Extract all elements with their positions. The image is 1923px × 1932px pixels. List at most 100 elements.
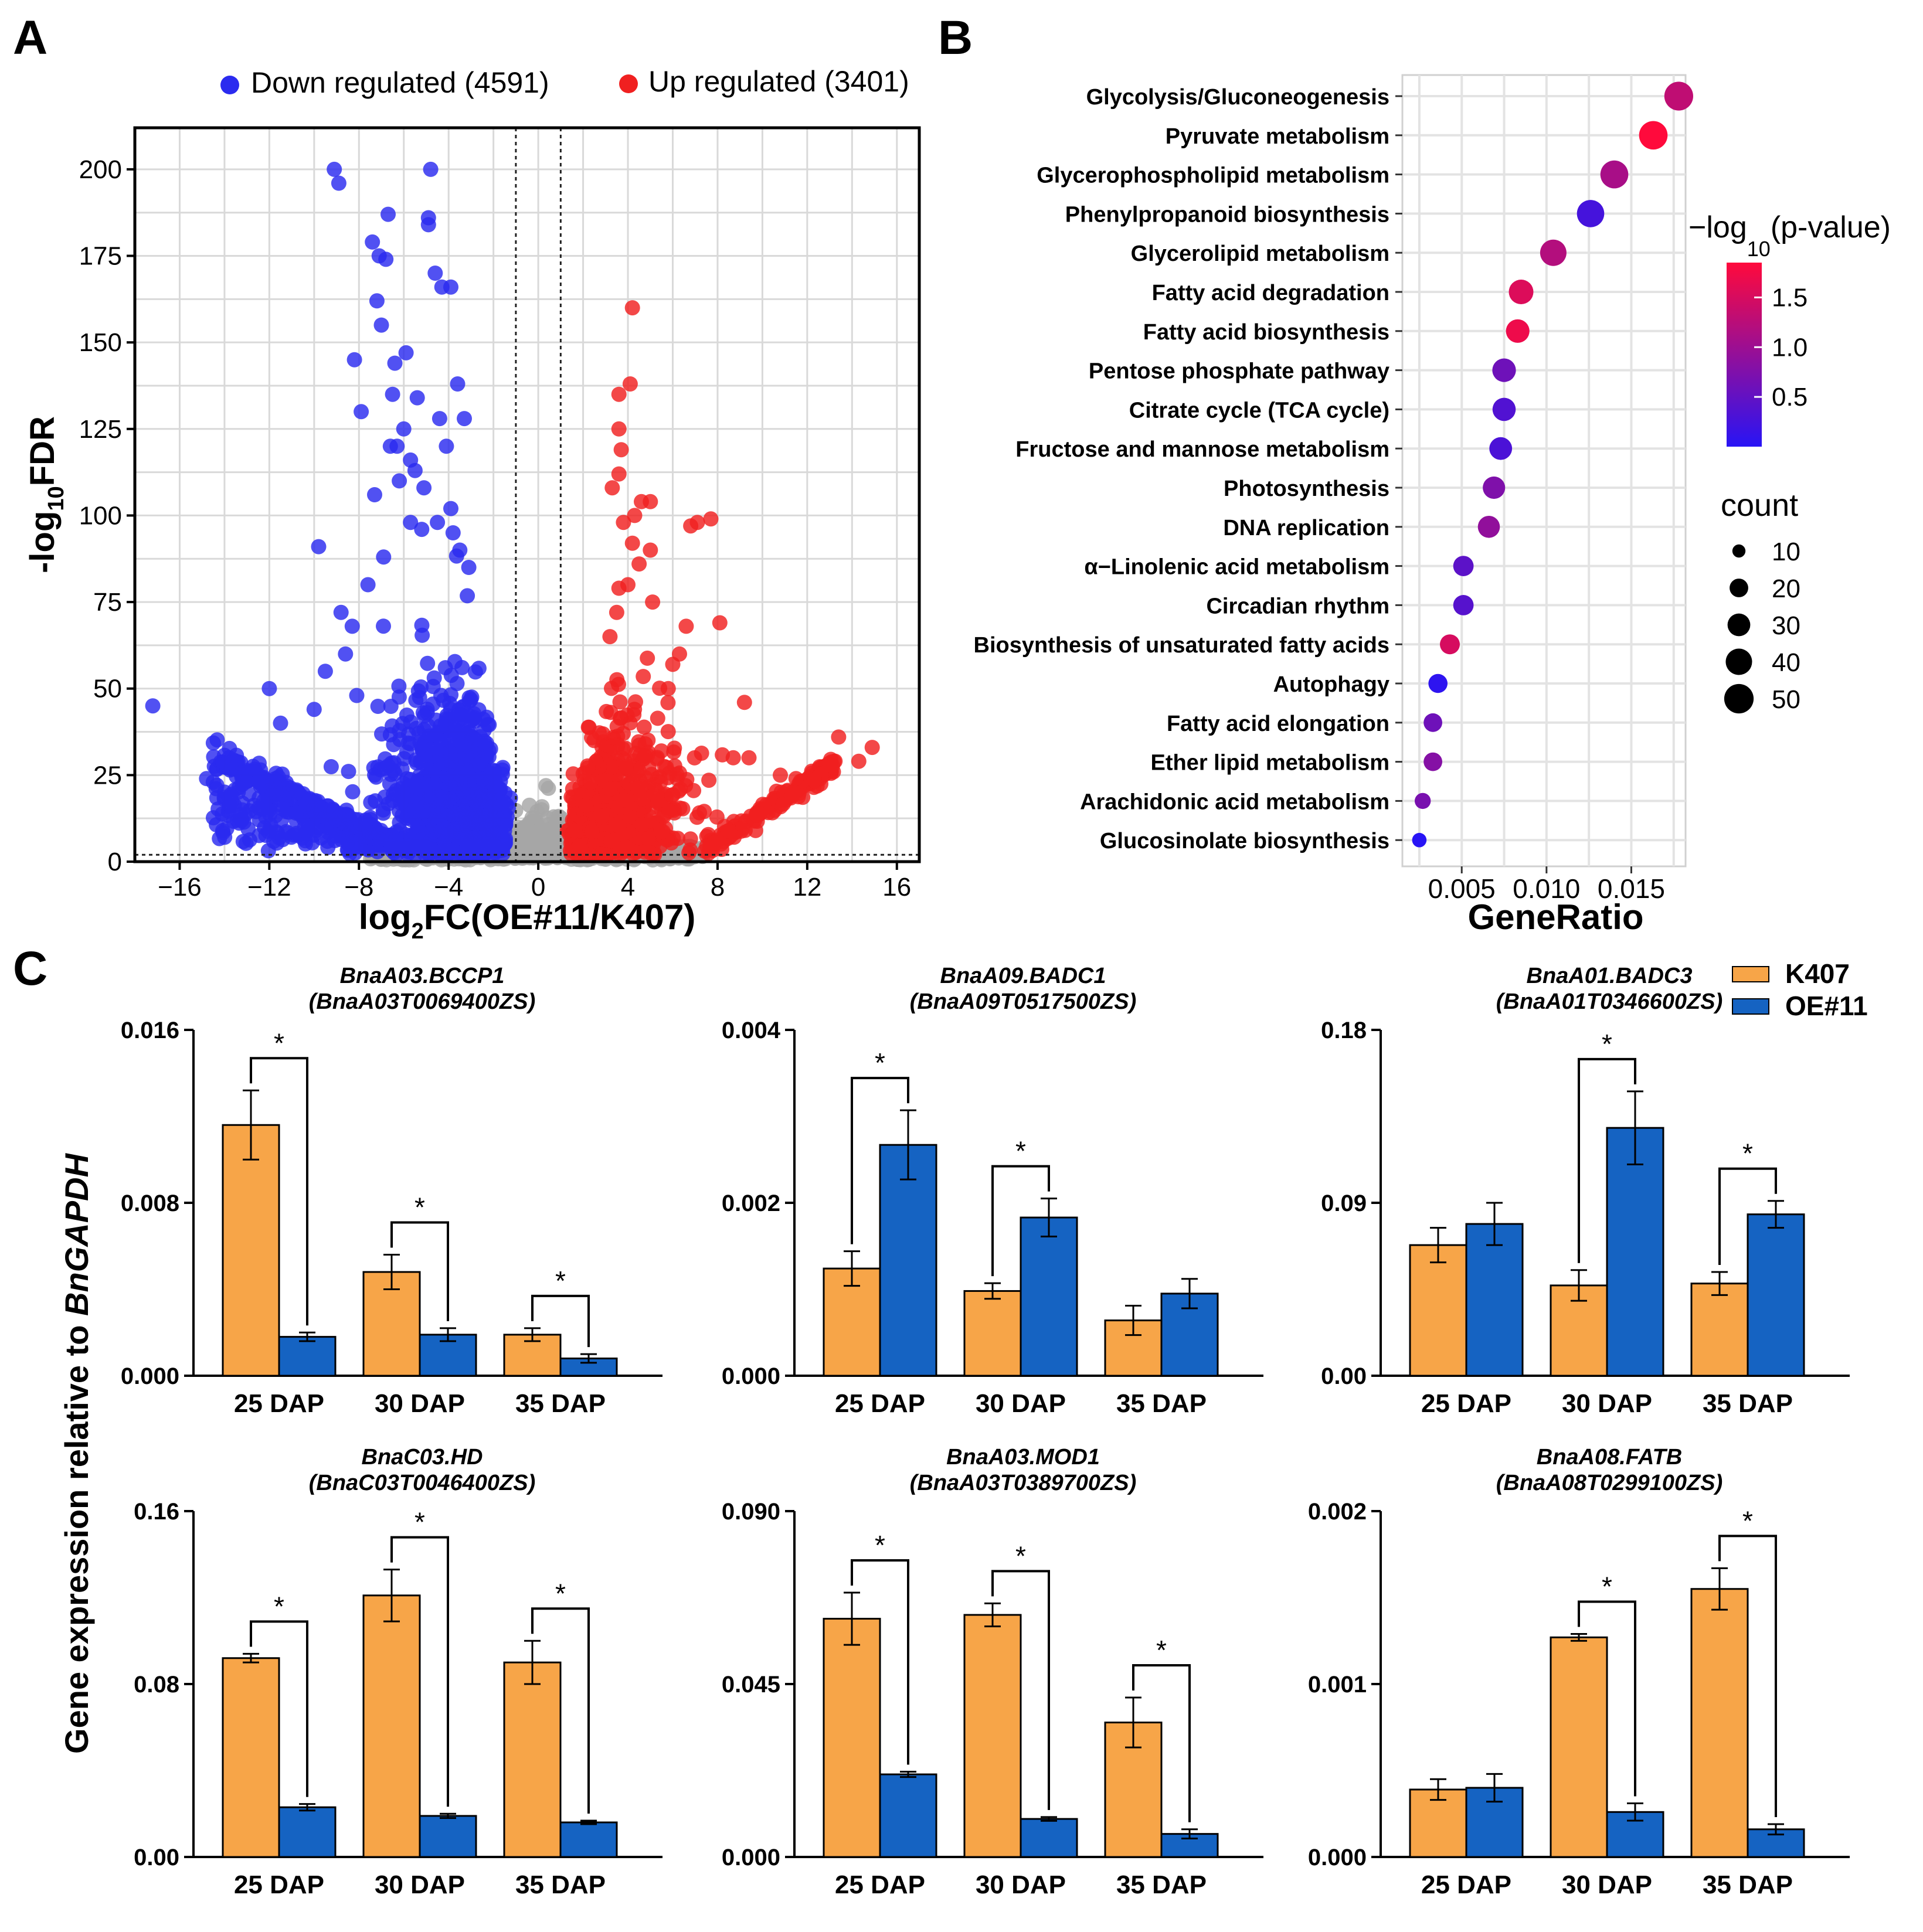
up-point: [643, 494, 658, 509]
down-point: [466, 710, 482, 726]
y-tick-label: 125: [79, 415, 122, 444]
legend-down-label: Down regulated (4591): [251, 66, 549, 99]
significance-star: *: [1742, 1138, 1753, 1169]
kegg-term-label: Fatty acid elongation: [1167, 712, 1389, 736]
kegg-term-label: Biosynthesis of unsaturated fatty acids: [974, 633, 1390, 658]
significance-bracket: [531, 1294, 590, 1348]
down-point: [236, 814, 252, 830]
down-point: [457, 411, 472, 427]
down-point: [499, 809, 515, 825]
legend-k407-label: K407: [1785, 958, 1850, 989]
down-point: [432, 411, 447, 427]
kegg-dot: [1453, 595, 1474, 615]
up-point: [686, 783, 702, 798]
down-point: [426, 824, 442, 839]
up-point: [631, 556, 647, 572]
down-point: [387, 355, 403, 371]
down-point: [205, 774, 221, 790]
kegg-dot: [1489, 437, 1513, 460]
down-point: [385, 792, 400, 808]
down-point: [263, 822, 278, 838]
qpcr-y-tick-label: 0.090: [722, 1499, 780, 1525]
up-point: [611, 466, 627, 482]
bar-oe11: [1606, 1127, 1664, 1377]
qpcr-x-tick-label: 30 DAP: [976, 1389, 1066, 1418]
kegg-dot: [1453, 556, 1474, 576]
gene-id: (BnaC03T0046400ZS): [309, 1471, 536, 1495]
up-point: [616, 792, 631, 808]
up-point: [565, 766, 581, 782]
down-point: [422, 844, 438, 860]
y-tick-label: 25: [93, 761, 122, 790]
gene-id: (BnaA08T0299100ZS): [1496, 1471, 1723, 1495]
up-point: [636, 719, 652, 735]
down-point: [385, 718, 400, 734]
down-point: [261, 681, 277, 696]
down-point: [221, 750, 237, 766]
down-point: [462, 787, 477, 802]
down-point: [416, 722, 432, 737]
up-point: [602, 629, 618, 645]
colorbar-tick-label: 0.5: [1772, 383, 1808, 411]
down-point: [480, 826, 495, 842]
x-tick-label: 0: [531, 873, 545, 902]
kegg-x-tick-label: 0.015: [1598, 873, 1665, 904]
down-point: [266, 784, 281, 800]
y-tick-label: 50: [93, 675, 122, 703]
up-point: [580, 760, 596, 776]
up-point: [611, 676, 626, 692]
significance-star: *: [875, 1530, 885, 1560]
bar-oe11: [278, 1336, 337, 1377]
down-point: [205, 735, 221, 751]
kegg-term-label: Fructose and mannose metabolism: [1015, 437, 1389, 462]
down-point: [378, 251, 394, 267]
up-point: [622, 376, 638, 392]
down-point: [492, 825, 508, 841]
y-tick-label: 150: [79, 328, 122, 357]
down-point: [486, 763, 502, 778]
bar-k407: [1690, 1283, 1749, 1377]
panel-label-a: A: [13, 11, 47, 64]
down-point: [414, 522, 430, 538]
down-point: [453, 845, 469, 861]
color-legend-title: −log10(p-value): [1688, 210, 1891, 261]
down-point: [428, 727, 444, 743]
qpcr-x-tick-label: 25 DAP: [835, 1870, 925, 1899]
significance-bracket: [390, 1221, 449, 1321]
kegg-dot: [1492, 397, 1516, 421]
up-point: [752, 806, 767, 822]
down-point: [401, 844, 417, 860]
up-point: [682, 831, 698, 847]
qpcr-y-tick-label: 0.09: [1321, 1191, 1367, 1216]
significance-bracket: [851, 1559, 909, 1765]
significance-bracket: [1132, 1664, 1191, 1822]
up-point: [603, 705, 619, 720]
qpcr-y-tick-label: 0.000: [722, 1363, 780, 1389]
x-tick-label: 12: [793, 873, 821, 902]
down-point: [473, 794, 489, 809]
legend-up-label: Up regulated (3401): [648, 65, 909, 98]
up-point: [788, 771, 804, 787]
down-point: [355, 828, 371, 844]
size-legend-title: count: [1721, 488, 1798, 523]
gene-name: BnaA09.BADC1: [940, 964, 1106, 988]
panel-label-b: B: [938, 11, 973, 64]
kegg-term-label: Photosynthesis: [1224, 477, 1389, 501]
significance-star: *: [875, 1047, 885, 1078]
up-point: [660, 724, 676, 740]
gene-name: BnaA03.MOD1: [946, 1445, 1100, 1470]
up-point: [611, 421, 627, 437]
up-point: [624, 300, 640, 316]
down-point: [386, 737, 402, 753]
qpcr-y-tick-label: 0.18: [1321, 1018, 1367, 1043]
qpcr-y-tick-label: 0.16: [134, 1499, 179, 1525]
down-point: [403, 515, 419, 530]
kegg-term-label: Fatty acid degradation: [1152, 281, 1389, 305]
down-point: [344, 618, 360, 634]
qpcr-y-tick-label: 0.000: [722, 1845, 780, 1870]
qpcr-x-tick-label: 25 DAP: [835, 1389, 925, 1418]
down-point: [273, 715, 288, 731]
up-point: [654, 824, 670, 840]
up-point: [736, 695, 752, 710]
